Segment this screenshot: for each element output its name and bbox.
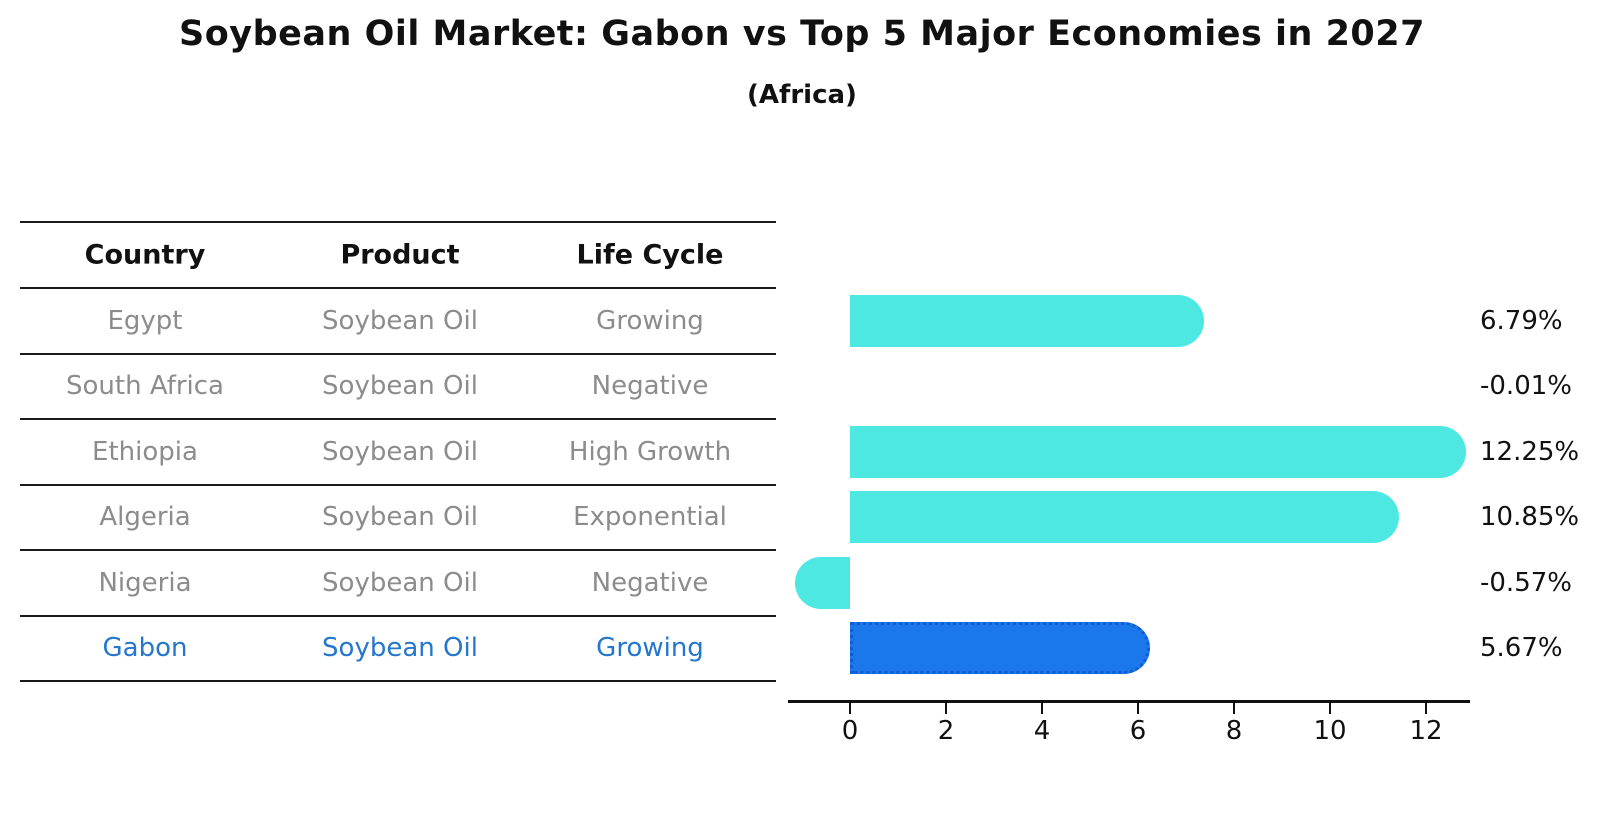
bar-ethiopia bbox=[850, 425, 1466, 478]
table-cell-product: Soybean Oil bbox=[322, 633, 478, 664]
bar-gabon bbox=[850, 622, 1151, 675]
x-axis-tick-label: 10 bbox=[1313, 716, 1347, 746]
column-header-life-cycle: Life Cycle bbox=[576, 239, 724, 271]
column-header-country: Country bbox=[84, 239, 206, 271]
bar-egypt bbox=[850, 294, 1204, 347]
x-axis-tick-label: 6 bbox=[1129, 716, 1147, 746]
value-label-algeria: 10.85% bbox=[1480, 502, 1580, 533]
table-cell-life-cycle: Negative bbox=[591, 371, 709, 402]
table-cell-country: Egypt bbox=[107, 305, 183, 336]
value-label-gabon: 5.67% bbox=[1480, 633, 1563, 664]
table-rule bbox=[20, 614, 776, 617]
x-axis-tick-label: 0 bbox=[841, 716, 859, 746]
table-rule bbox=[20, 680, 776, 682]
bar-algeria bbox=[850, 491, 1399, 544]
x-axis-tick bbox=[945, 702, 947, 714]
table-cell-product: Soybean Oil bbox=[322, 502, 478, 533]
table-cell-country: Nigeria bbox=[98, 567, 192, 598]
bar-nigeria bbox=[794, 556, 850, 609]
x-axis-tick bbox=[1041, 702, 1043, 714]
column-header-product: Product bbox=[340, 239, 460, 271]
x-axis-line bbox=[788, 700, 1470, 703]
value-label-nigeria: -0.57% bbox=[1480, 567, 1572, 598]
chart-title: Soybean Oil Market: Gabon vs Top 5 Major… bbox=[179, 14, 1425, 54]
value-label-ethiopia: 12.25% bbox=[1480, 436, 1580, 467]
table-rule bbox=[20, 549, 776, 551]
table-rule bbox=[20, 418, 776, 420]
x-axis-tick-label: 8 bbox=[1225, 716, 1243, 746]
x-axis-tick-label: 2 bbox=[937, 716, 955, 746]
table-rule bbox=[20, 287, 776, 289]
table-rule bbox=[20, 352, 776, 355]
table-cell-country: Algeria bbox=[99, 502, 191, 533]
table-cell-product: Soybean Oil bbox=[322, 305, 478, 336]
value-label-south-africa: -0.01% bbox=[1480, 371, 1572, 402]
table-cell-product: Soybean Oil bbox=[322, 436, 478, 467]
table-cell-life-cycle: Growing bbox=[596, 633, 704, 664]
value-label-egypt: 6.79% bbox=[1480, 305, 1563, 336]
table-cell-life-cycle: High Growth bbox=[568, 436, 732, 467]
table-cell-product: Soybean Oil bbox=[322, 567, 478, 598]
table-cell-life-cycle: Negative bbox=[591, 567, 709, 598]
table-cell-country: South Africa bbox=[66, 371, 224, 402]
table-cell-country: Ethiopia bbox=[92, 436, 198, 467]
x-axis-tick-label: 12 bbox=[1409, 716, 1443, 746]
x-axis-tick-label: 4 bbox=[1033, 716, 1051, 746]
table-rule bbox=[20, 483, 776, 486]
table-cell-country: Gabon bbox=[102, 633, 188, 664]
x-axis-tick bbox=[1329, 702, 1331, 714]
x-axis-tick bbox=[1425, 702, 1427, 714]
table-rule bbox=[20, 221, 776, 223]
x-axis-tick bbox=[1233, 702, 1235, 714]
table-cell-life-cycle: Growing bbox=[596, 305, 704, 336]
table-cell-product: Soybean Oil bbox=[322, 371, 478, 402]
x-axis-tick bbox=[849, 702, 851, 714]
x-axis-tick bbox=[1137, 702, 1139, 714]
table-cell-life-cycle: Exponential bbox=[573, 502, 727, 533]
chart-subtitle: (Africa) bbox=[747, 80, 857, 110]
